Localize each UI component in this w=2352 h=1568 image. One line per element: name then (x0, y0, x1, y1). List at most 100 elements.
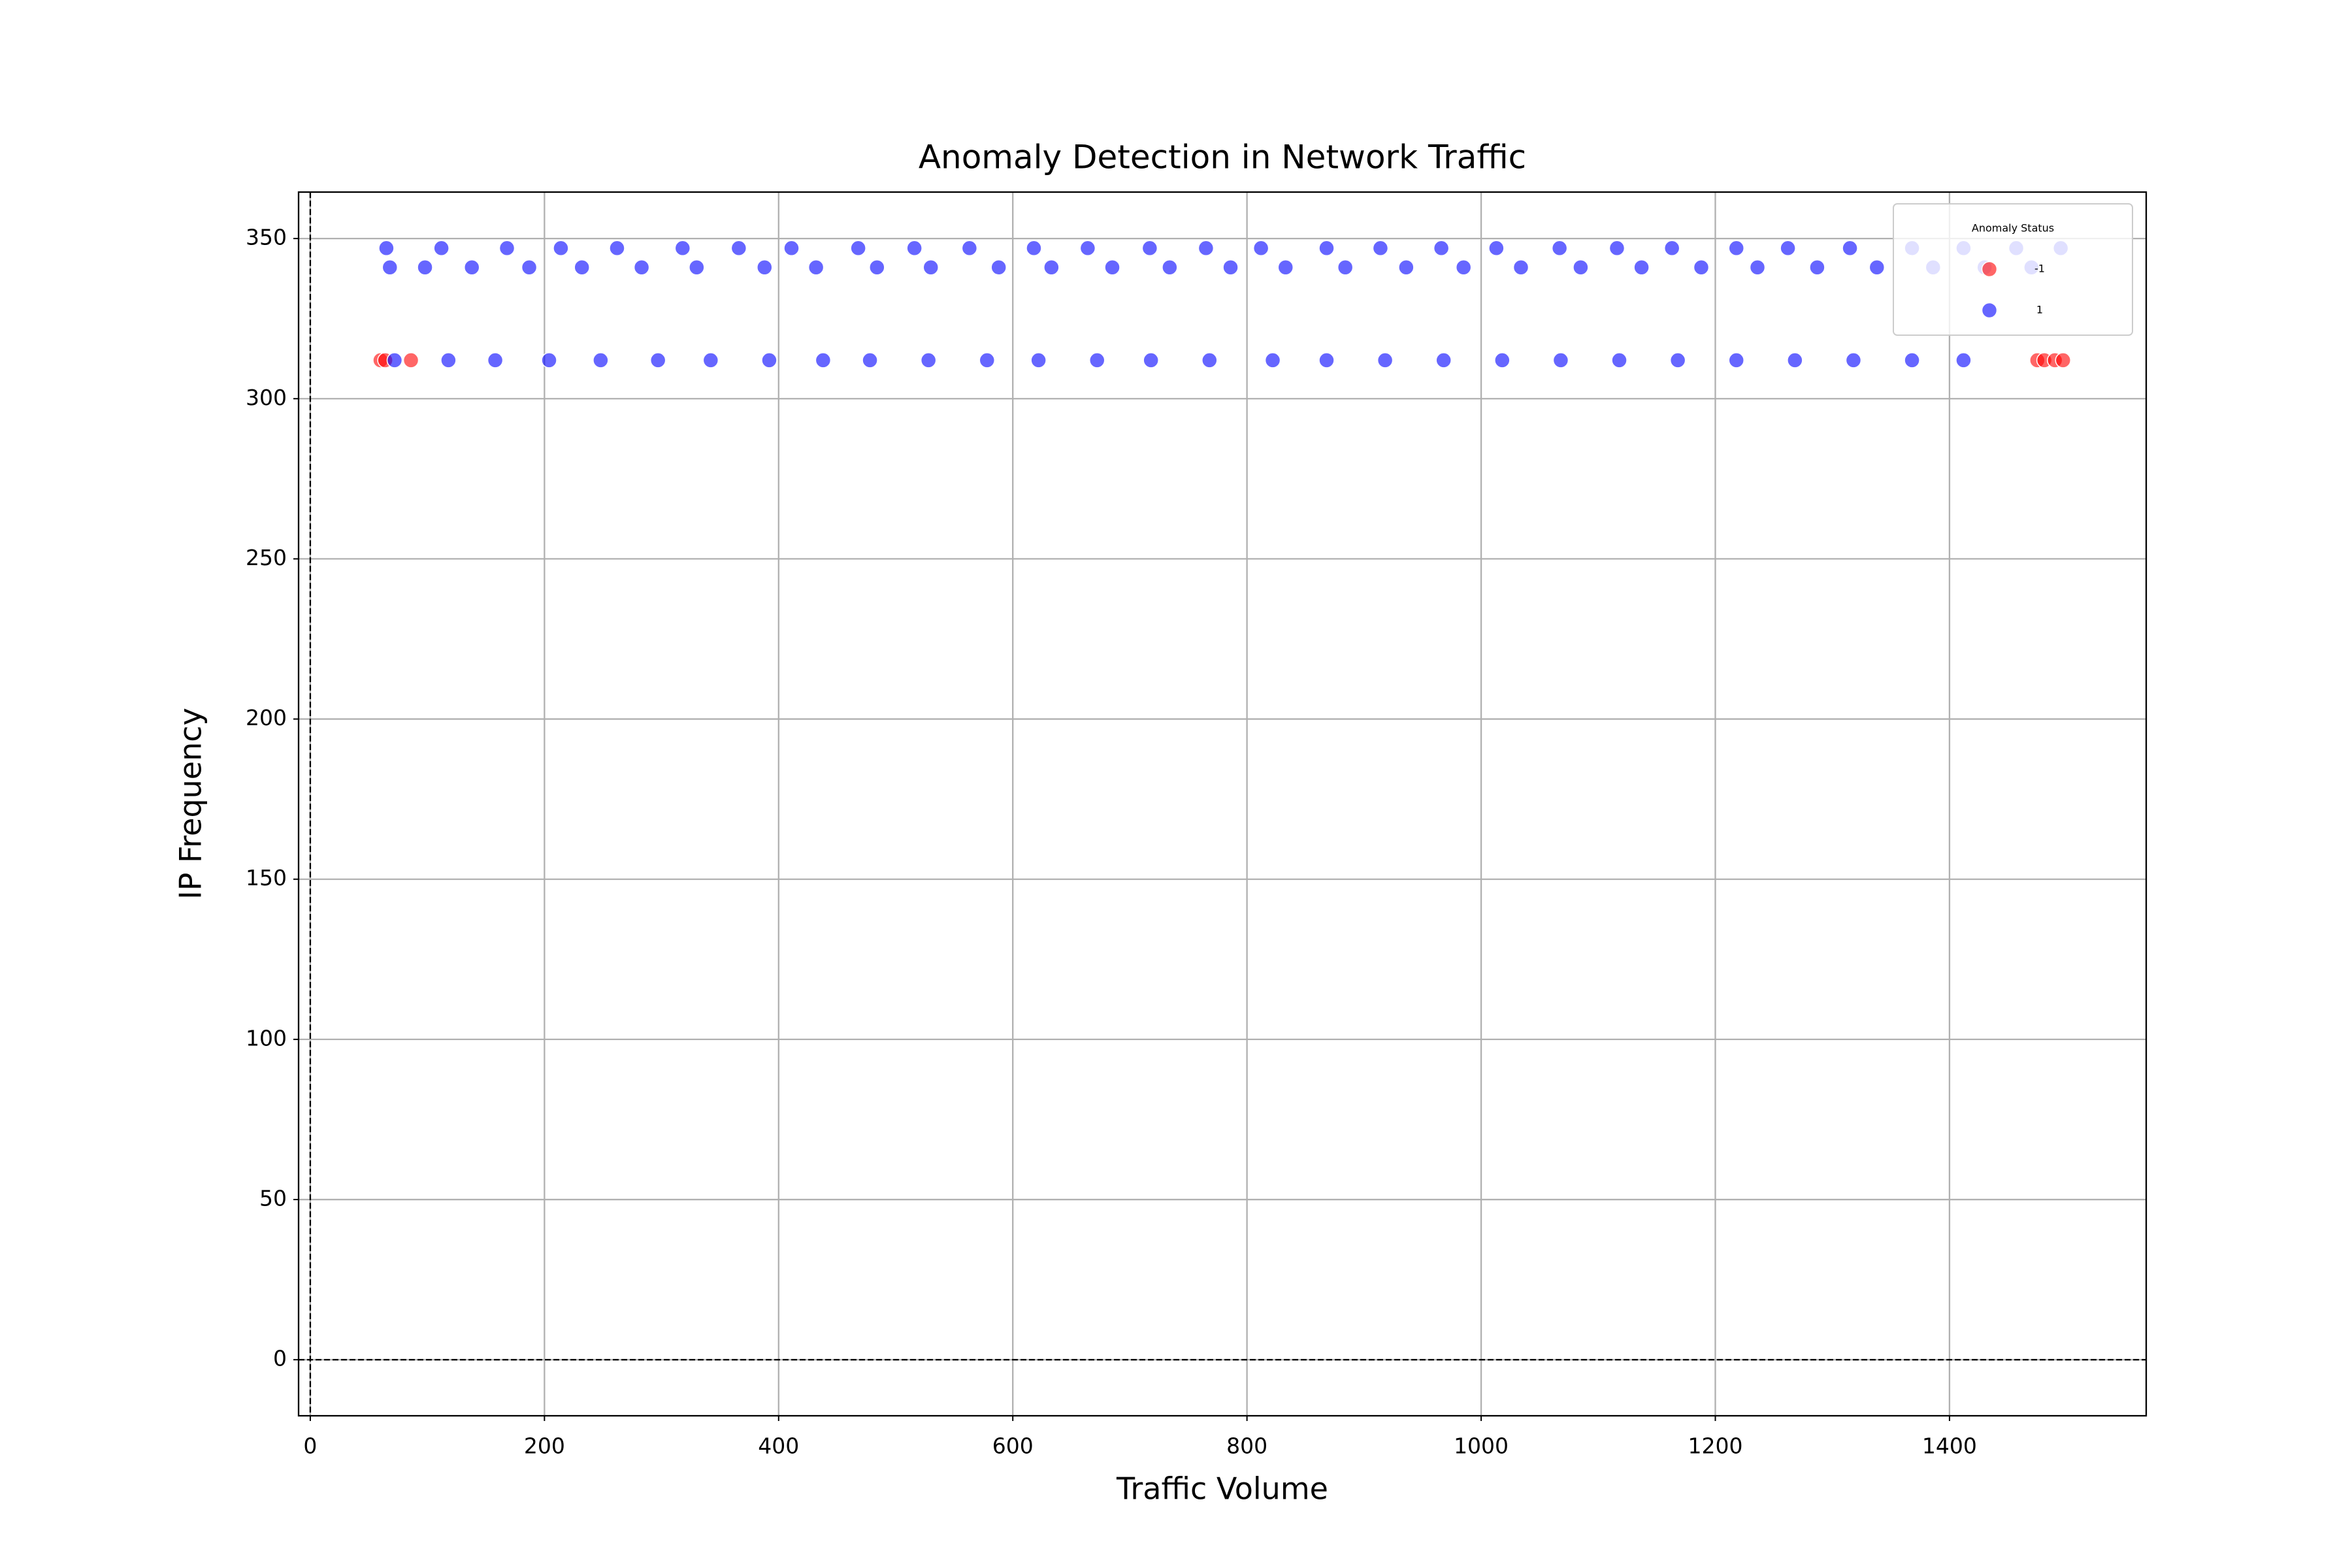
point (1043, 259, 1060, 276)
point (2055, 352, 2072, 368)
point (1201, 352, 1218, 368)
y-tick-label: 0 (273, 1346, 287, 1371)
point (1512, 259, 1529, 276)
y-tick-label: 300 (246, 385, 287, 410)
point (1088, 352, 1105, 368)
x-tick-label: 800 (1226, 1433, 1267, 1459)
point (1809, 259, 1825, 276)
point (1398, 259, 1414, 276)
point (1318, 240, 1335, 257)
x-tick-label: 1200 (1688, 1433, 1742, 1459)
point (1611, 352, 1627, 368)
point (920, 352, 937, 368)
point (1780, 240, 1796, 257)
point (1573, 259, 1589, 276)
legend-title: Anomaly Status (1972, 222, 2054, 235)
point (757, 259, 773, 276)
point (869, 259, 885, 276)
chart-title: Anomaly Detection in Network Traffic (919, 139, 1526, 176)
point (433, 240, 449, 257)
point (386, 352, 403, 368)
legend-marker (1981, 261, 1998, 278)
point (1488, 240, 1505, 257)
point (689, 259, 705, 276)
point (808, 259, 825, 276)
point (1845, 352, 1862, 368)
point (1030, 352, 1047, 368)
point (1869, 259, 1886, 276)
legend-box (1893, 203, 2133, 336)
point (923, 259, 939, 276)
legend-label: -1 (2034, 263, 2045, 275)
point (1728, 352, 1745, 368)
legend-marker (1981, 302, 1998, 319)
point (1377, 352, 1394, 368)
y-tick-label: 50 (259, 1186, 287, 1211)
point (1693, 259, 1710, 276)
point (463, 259, 480, 276)
point (990, 259, 1007, 276)
point (1141, 240, 1158, 257)
point (609, 240, 625, 257)
point (1252, 240, 1269, 257)
y-tick-label: 150 (246, 865, 287, 890)
point (402, 352, 419, 368)
point (1904, 352, 1920, 368)
point (906, 240, 923, 257)
x-axis-label: Traffic Volume (1116, 1471, 1328, 1507)
point (593, 352, 609, 368)
point (649, 352, 666, 368)
point (961, 240, 978, 257)
point (1337, 259, 1354, 276)
point (440, 352, 457, 368)
point (1455, 259, 1472, 276)
y-axis-label: IP Frequency (173, 708, 208, 900)
x-tick-label: 1000 (1454, 1433, 1509, 1459)
point (1842, 240, 1858, 257)
point (541, 352, 557, 368)
point (1162, 259, 1178, 276)
point (1433, 240, 1450, 257)
point (761, 352, 777, 368)
point (1728, 240, 1745, 257)
legend-label: 1 (2036, 304, 2043, 316)
point (1609, 240, 1625, 257)
point (674, 240, 691, 257)
point (521, 259, 538, 276)
point (1198, 240, 1215, 257)
point (1277, 259, 1294, 276)
point (1222, 259, 1239, 276)
point (487, 352, 504, 368)
point (417, 259, 433, 276)
point (815, 352, 832, 368)
point (1551, 240, 1568, 257)
point (553, 240, 569, 257)
point (979, 352, 996, 368)
point (1079, 240, 1096, 257)
x-tick-label: 400 (758, 1433, 799, 1459)
plot-frame (297, 191, 2148, 1417)
y-tick-label: 350 (246, 225, 287, 250)
point (1318, 352, 1335, 368)
point (1372, 240, 1389, 257)
point (633, 259, 650, 276)
point (498, 240, 515, 257)
point (1494, 352, 1511, 368)
point (1104, 259, 1120, 276)
y-tick-label: 250 (246, 545, 287, 570)
point (1955, 352, 1972, 368)
x-tick-label: 1400 (1922, 1433, 1977, 1459)
point (1143, 352, 1159, 368)
x-tick-label: 200 (524, 1433, 565, 1459)
point (574, 259, 590, 276)
y-tick-label: 100 (246, 1025, 287, 1051)
point (378, 240, 395, 257)
point (730, 240, 747, 257)
point (1787, 352, 1803, 368)
point (1663, 240, 1680, 257)
point (1552, 352, 1569, 368)
point (1264, 352, 1281, 368)
point (1435, 352, 1452, 368)
